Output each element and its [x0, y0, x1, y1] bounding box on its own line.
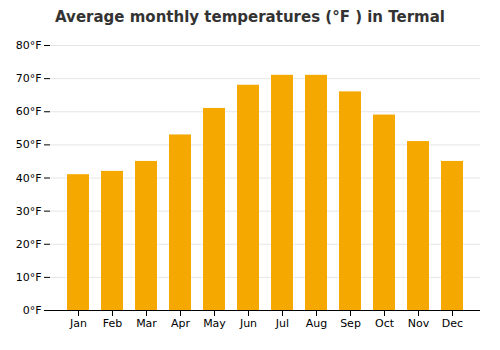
svg-text:Dec: Dec	[442, 317, 463, 330]
svg-text:Mar: Mar	[136, 317, 157, 330]
svg-text:40°F: 40°F	[16, 172, 42, 185]
svg-text:60°F: 60°F	[16, 105, 42, 118]
svg-text:Jan: Jan	[69, 317, 87, 330]
svg-text:0°F: 0°F	[23, 304, 42, 317]
svg-text:70°F: 70°F	[16, 72, 42, 85]
svg-text:Aug: Aug	[306, 317, 327, 330]
svg-text:Feb: Feb	[103, 317, 122, 330]
svg-text:Jun: Jun	[239, 317, 257, 330]
html-text:Average monthly temperatures (: Average monthly temperatures (°F ) in Te…	[55, 8, 445, 26]
svg-text:30°F: 30°F	[16, 205, 42, 218]
svg-text:Oct: Oct	[375, 317, 395, 330]
svg-text:Apr: Apr	[171, 317, 191, 330]
svg-text:20°F: 20°F	[16, 238, 42, 251]
svg-text:10°F: 10°F	[16, 271, 42, 284]
svg-text:Jul: Jul	[275, 317, 289, 330]
svg-text:80°F: 80°F	[16, 39, 42, 52]
svg-text:50°F: 50°F	[16, 138, 42, 151]
svg-text:Nov: Nov	[408, 317, 430, 330]
svg-text:Sep: Sep	[340, 317, 361, 330]
svg-text:May: May	[203, 317, 226, 330]
